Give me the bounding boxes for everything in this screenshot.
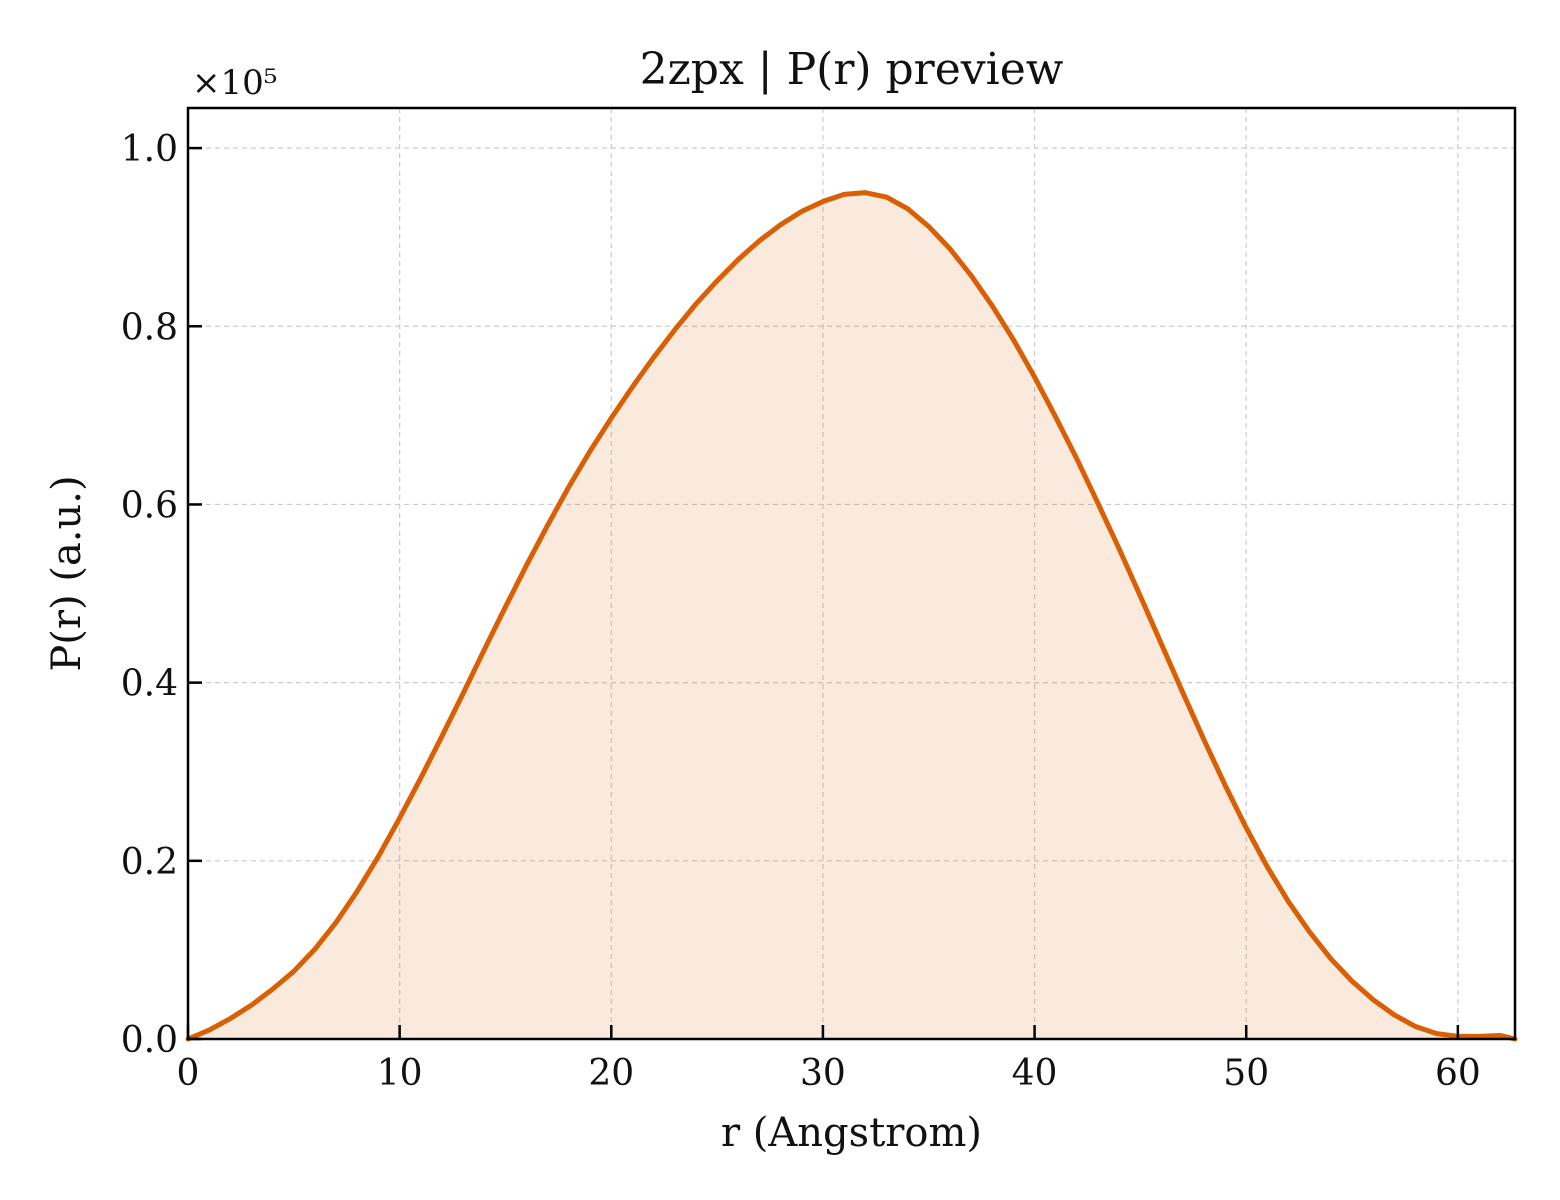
series-fill-area [188, 192, 1515, 1039]
x-axis-label: r (Angstrom) [721, 1110, 982, 1156]
series-area-layer [185, 190, 1518, 1042]
y-tick-label: 0.4 [121, 664, 178, 705]
y-tick-label: 0.6 [121, 485, 178, 526]
y-tick-label: 1.0 [121, 129, 178, 170]
x-tick-label: 30 [800, 1053, 846, 1094]
y-axis-label: P(r) (a.u.) [44, 475, 90, 671]
x-tick-label: 0 [177, 1053, 200, 1094]
y-tick-label: 0.0 [121, 1020, 178, 1061]
x-tick-labels: 0 10 20 30 40 50 60 [177, 1053, 1481, 1094]
y-tick-label: 0.8 [121, 307, 178, 348]
chart-title: 2zpx | P(r) preview [640, 44, 1064, 95]
grid-lines [188, 108, 1515, 1039]
series-line [185, 190, 1518, 1042]
x-tick-label: 20 [588, 1053, 634, 1094]
y-axis-multiplier: ×10⁵ [192, 63, 277, 103]
x-tick-label: 60 [1435, 1053, 1481, 1094]
x-tick-label: 50 [1223, 1053, 1269, 1094]
x-tick-label: 10 [377, 1053, 423, 1094]
x-tick-label: 40 [1012, 1053, 1058, 1094]
plot-frame [186, 106, 1517, 1041]
y-tick-label: 0.2 [121, 842, 178, 883]
y-tick-labels: 0.0 0.2 0.4 0.6 0.8 1.0 [121, 129, 178, 1061]
